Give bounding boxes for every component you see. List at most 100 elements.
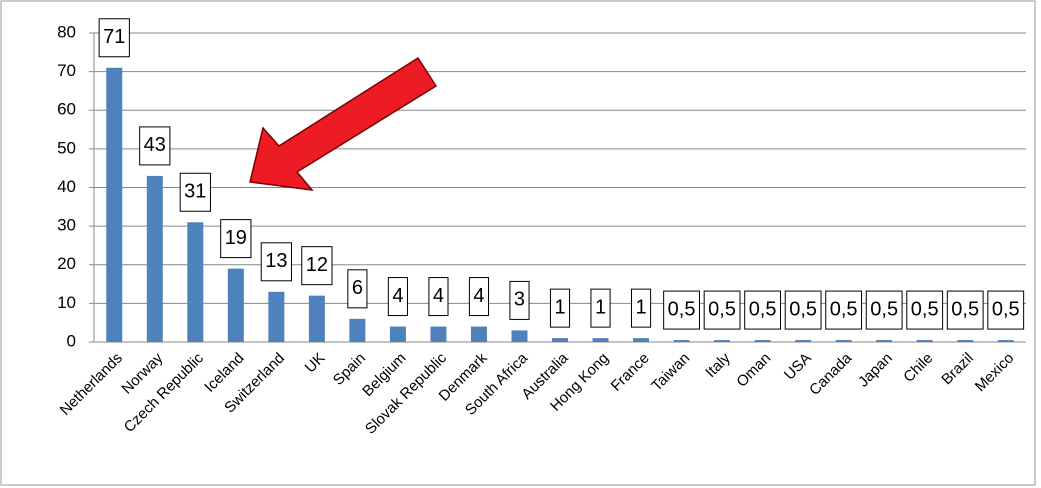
value-label: 0,5 [663,290,700,330]
bar [430,326,447,342]
value-label-text: 1 [635,296,646,318]
value-label: 0,5 [946,290,984,330]
value-label: 0,5 [703,290,741,330]
value-label: 6 [347,269,368,309]
value-label-box [825,290,863,330]
bar [187,222,204,342]
value-label-box [139,126,171,166]
bar [673,340,690,342]
value-label-box [220,219,252,259]
value-label-box [630,288,652,328]
value-label-text: 0,5 [749,298,777,320]
value-label: 13 [260,242,292,282]
value-label: 0,5 [906,290,944,330]
y-tick-label: 30 [57,216,76,235]
y-tick-label: 60 [57,100,76,119]
bar [795,340,812,342]
y-tick-label: 10 [57,293,76,312]
value-label-box [468,277,490,317]
value-label-box [744,290,782,330]
value-label: 0,5 [825,290,863,330]
value-label-text: 0,5 [668,298,696,320]
value-label-box [179,172,211,212]
value-label-box [865,290,903,330]
value-label-text: 0,5 [992,298,1020,320]
bar [470,326,487,342]
value-label-box [98,18,130,58]
value-label-text: 13 [265,250,287,272]
value-label: 71 [98,18,130,58]
value-label: 12 [301,246,333,286]
value-label-text: 4 [473,285,484,307]
y-tick-label: 80 [57,22,76,41]
value-label-box [987,290,1025,330]
value-label-box [428,277,449,317]
value-label: 0,5 [865,290,903,330]
value-label-text: 1 [595,296,606,318]
value-label: 19 [220,219,252,259]
value-label-text: 71 [103,26,125,48]
value-label-box [301,246,333,286]
bar [227,268,244,342]
bar [754,340,771,342]
value-label: 3 [509,280,530,320]
value-label: 0,5 [744,290,782,330]
value-label-box [260,242,292,282]
bar [916,340,933,342]
y-tick-label: 20 [57,254,76,273]
value-label: 1 [630,288,652,328]
y-tick-label: 40 [57,177,76,196]
value-label: 1 [549,288,571,328]
bar [146,175,163,342]
value-label: 43 [139,126,171,166]
value-label-text: 12 [306,254,328,276]
value-label-text: 1 [554,296,565,318]
arrow [249,56,438,191]
y-tick-label: 50 [57,138,76,157]
value-label-text: 43 [144,134,166,156]
value-label: 0,5 [987,290,1025,330]
value-label-text: 0,5 [951,298,979,320]
value-label-text: 0,5 [911,298,939,320]
bar [268,291,285,342]
value-label-box [946,290,984,330]
value-label: 4 [387,277,408,317]
bar [552,338,568,342]
y-tick-label: 0 [67,331,76,350]
value-label-box [590,288,611,328]
bar [835,340,852,342]
bar [349,318,366,342]
value-label-box [703,290,741,330]
value-label-box [347,269,368,309]
value-label: 1 [590,288,611,328]
value-label: 0,5 [784,290,822,330]
bar [633,338,650,342]
bar [592,338,609,342]
value-label-text: 6 [352,277,363,299]
bar [308,295,325,342]
value-label-box [509,280,530,320]
value-label: 4 [428,277,449,317]
value-label-box [663,290,700,330]
bar [511,330,528,342]
value-label-text: 0,5 [830,298,858,320]
value-label-text: 31 [184,181,206,203]
bar [389,326,406,342]
value-label-box [549,288,571,328]
value-label-text: 19 [225,227,247,249]
value-label-box [784,290,822,330]
value-label: 4 [468,277,490,317]
bar [876,340,893,342]
value-label-text: 4 [433,285,444,307]
value-label-text: 0,5 [789,298,817,320]
value-label-box [387,277,408,317]
value-label-text: 0,5 [870,298,898,320]
bar [957,340,974,342]
bar [997,340,1014,342]
value-label-box [906,290,944,330]
bar [714,340,731,342]
value-label-text: 0,5 [708,298,736,320]
bar [106,67,123,342]
value-label-text: 3 [514,289,525,311]
